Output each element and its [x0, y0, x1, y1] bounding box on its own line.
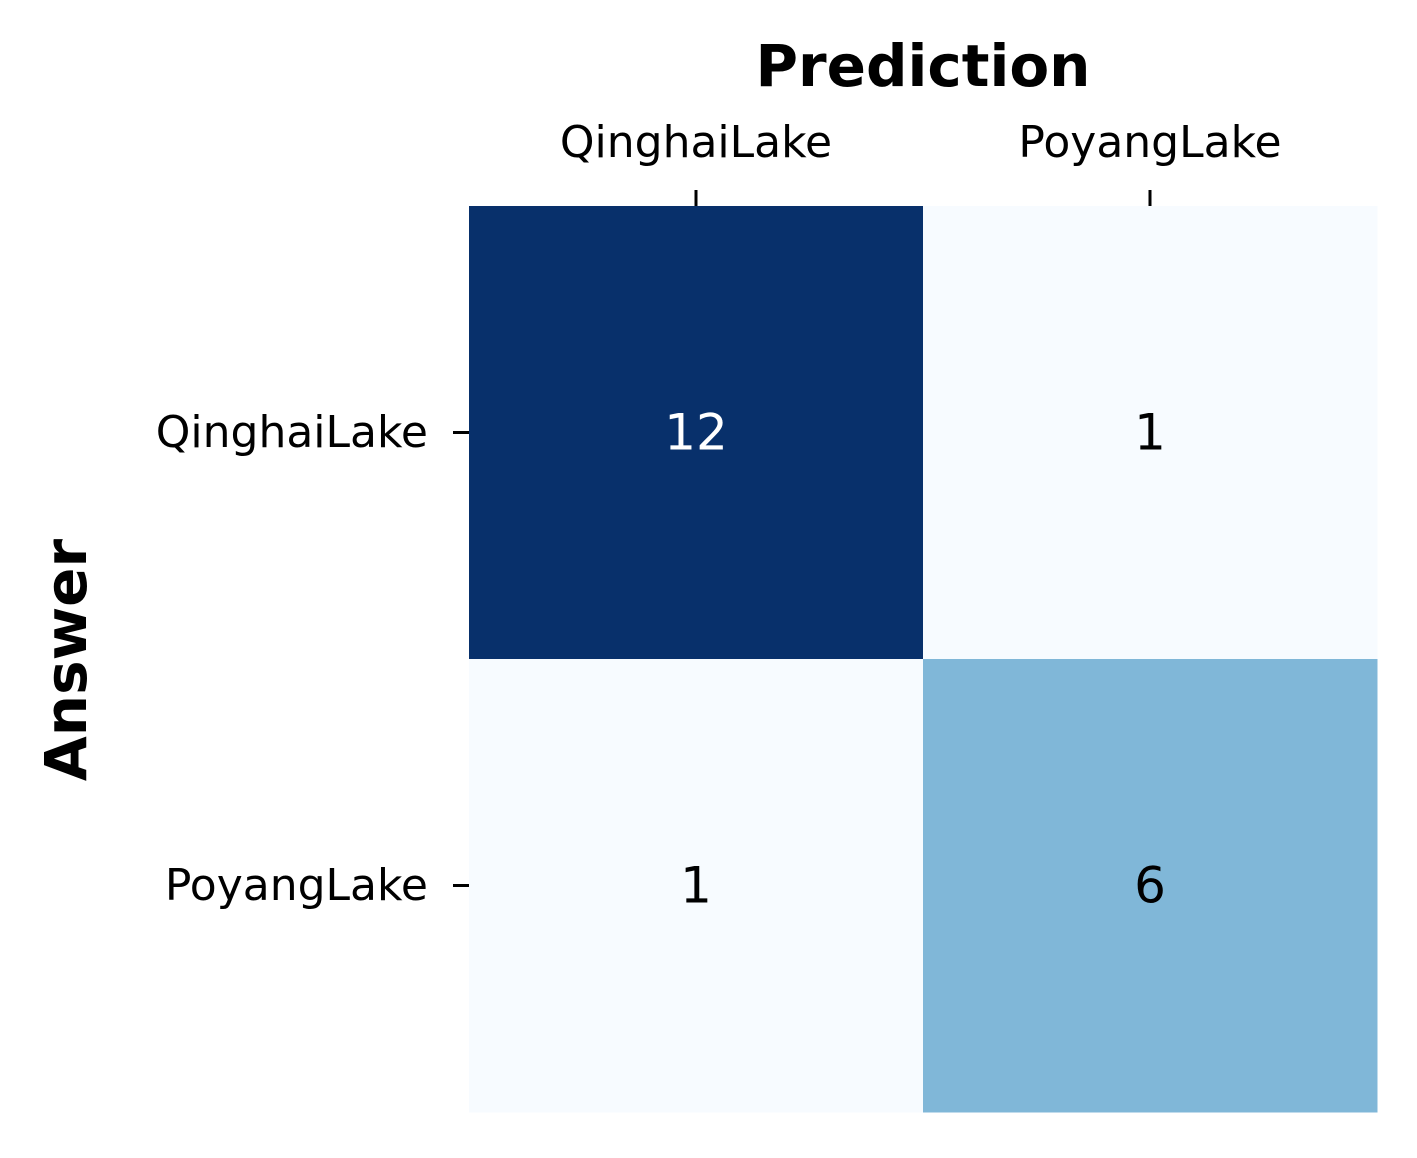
- cell-value-qinghailake-poyanglake: 1: [1134, 404, 1166, 462]
- cell-value-labels: 12 1 1 6: [664, 404, 1166, 915]
- cell-value-poyanglake-poyanglake: 6: [1134, 857, 1166, 915]
- x-tick-label-qinghailake: QinghaiLake: [560, 117, 832, 168]
- heatmap-cell-qinghailake-qinghailake: [469, 206, 924, 660]
- y-tick-label-qinghailake: QinghaiLake: [156, 407, 428, 458]
- y-axis-title: Answer: [32, 538, 100, 781]
- x-axis-ticks: QinghaiLake PoyangLake: [560, 117, 1282, 206]
- cell-value-qinghailake-qinghailake: 12: [664, 404, 728, 462]
- heatmap-cell-poyanglake-qinghailake: [469, 659, 924, 1113]
- x-axis-title: Prediction: [756, 32, 1091, 100]
- heatmap-cell-qinghailake-poyanglake: [923, 206, 1378, 660]
- x-tick-label-poyanglake: PoyangLake: [1018, 117, 1281, 168]
- cell-value-poyanglake-qinghailake: 1: [680, 857, 712, 915]
- heatmap-cell-poyanglake-poyanglake: [923, 659, 1378, 1113]
- y-axis-ticks: QinghaiLake PoyangLake: [156, 407, 469, 911]
- heatmap-cells: [469, 206, 1378, 1113]
- y-tick-label-poyanglake: PoyangLake: [165, 860, 428, 911]
